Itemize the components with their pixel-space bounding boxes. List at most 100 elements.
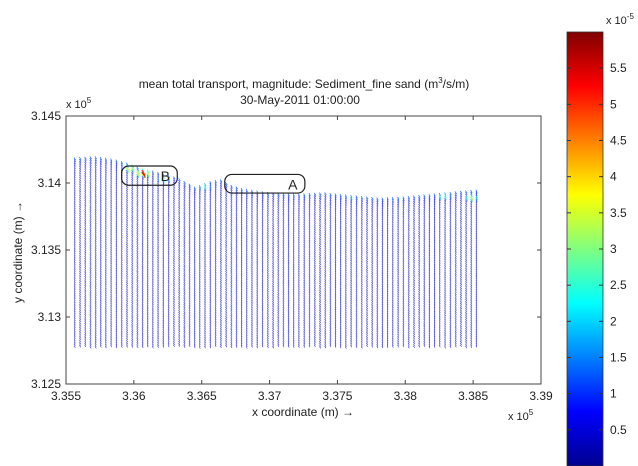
vector-arrow bbox=[193, 190, 196, 193]
vector-arrow bbox=[193, 235, 196, 238]
vector-arrow bbox=[94, 165, 97, 168]
vector-arrow bbox=[79, 195, 81, 198]
vector-arrow bbox=[105, 224, 107, 228]
vector-arrow bbox=[105, 315, 107, 318]
vector-arrow bbox=[79, 325, 81, 328]
vector-arrow bbox=[141, 295, 144, 298]
vector-arrow bbox=[183, 289, 186, 292]
vector-arrow bbox=[110, 286, 112, 290]
vector-arrow bbox=[162, 191, 165, 195]
vector-arrow bbox=[89, 311, 92, 315]
vector-arrow bbox=[173, 310, 175, 313]
vector-arrow bbox=[173, 230, 175, 233]
vector-arrow bbox=[141, 208, 144, 211]
vector-arrow bbox=[79, 242, 81, 245]
vector-arrow bbox=[141, 311, 144, 314]
vector-arrow bbox=[162, 298, 165, 301]
vector-arrow bbox=[178, 333, 181, 336]
vector-arrow bbox=[183, 253, 186, 256]
vector-arrow bbox=[167, 182, 170, 185]
vector-arrow bbox=[89, 206, 92, 210]
vector-arrow bbox=[120, 341, 123, 345]
vector-arrow bbox=[115, 233, 118, 237]
vector-arrow bbox=[99, 274, 102, 278]
vector-arrow bbox=[136, 233, 139, 236]
vector-arrow bbox=[167, 191, 170, 194]
vector-arrow bbox=[115, 222, 118, 226]
vector-arrow bbox=[126, 195, 128, 198]
vector-arrow bbox=[183, 331, 186, 334]
vector-arrow bbox=[173, 216, 175, 219]
vector-arrow bbox=[199, 197, 201, 201]
vector-arrow bbox=[120, 265, 123, 269]
vector-arrow bbox=[94, 346, 97, 349]
vector-arrow bbox=[94, 172, 97, 176]
vector-arrow bbox=[105, 217, 107, 220]
vector-arrow bbox=[188, 317, 191, 320]
vector-arrow bbox=[79, 216, 81, 220]
vector-arrow bbox=[105, 231, 107, 235]
vector-arrow bbox=[99, 209, 102, 212]
vector-arrow bbox=[141, 287, 144, 291]
vector-arrow bbox=[99, 260, 102, 263]
vector-arrow bbox=[105, 177, 107, 181]
vector-arrow bbox=[84, 276, 87, 279]
vector-arrow bbox=[199, 212, 201, 215]
vector-arrow bbox=[110, 270, 112, 274]
vector-arrow bbox=[146, 232, 149, 236]
vector-arrow bbox=[193, 332, 196, 336]
vector-arrow bbox=[188, 333, 191, 337]
vector-arrow bbox=[167, 292, 170, 295]
vector-arrow bbox=[146, 292, 149, 295]
vector-arrow bbox=[73, 302, 76, 305]
vector-arrow bbox=[115, 164, 118, 168]
vector-arrow bbox=[157, 173, 159, 177]
vector-arrow bbox=[84, 341, 87, 344]
vector-arrow bbox=[152, 313, 154, 316]
vector-arrow bbox=[136, 235, 139, 238]
vector-arrow bbox=[84, 203, 87, 206]
vector-arrow bbox=[199, 226, 201, 230]
vector-arrow bbox=[110, 239, 112, 243]
vector-arrow bbox=[136, 342, 139, 345]
vector-arrow bbox=[120, 180, 123, 184]
vector-arrow bbox=[141, 197, 144, 200]
vector-arrow bbox=[183, 316, 186, 319]
vector-arrow bbox=[110, 319, 112, 322]
vector-arrow bbox=[105, 338, 107, 342]
vector-arrow bbox=[110, 339, 112, 342]
vector-arrow bbox=[188, 223, 191, 226]
vector-arrow bbox=[146, 297, 149, 301]
vector-arrow bbox=[136, 266, 139, 269]
vector-arrow bbox=[105, 286, 107, 289]
vector-arrow bbox=[73, 242, 76, 245]
vector-arrow bbox=[141, 246, 144, 249]
vector-arrow bbox=[115, 271, 118, 275]
vector-arrow bbox=[188, 310, 191, 313]
vector-arrow bbox=[105, 309, 107, 313]
vector-arrow bbox=[131, 209, 134, 213]
vector-arrow bbox=[115, 289, 118, 293]
vector-arrow bbox=[162, 334, 165, 337]
vector-arrow bbox=[99, 169, 102, 173]
vector-arrow bbox=[94, 215, 97, 219]
vector-arrow bbox=[126, 303, 128, 306]
vector-arrow bbox=[79, 314, 81, 317]
vector-arrow bbox=[131, 207, 134, 211]
vector-arrow bbox=[178, 295, 181, 299]
vector-arrow bbox=[157, 193, 159, 197]
vector-arrow bbox=[99, 156, 102, 161]
vector-arrow bbox=[110, 274, 112, 277]
vector-arrow bbox=[126, 252, 128, 256]
vector-arrow bbox=[183, 222, 186, 225]
vector-arrow bbox=[152, 307, 154, 311]
vector-arrow bbox=[73, 260, 76, 263]
vector-arrow bbox=[178, 308, 181, 311]
vector-arrow bbox=[94, 174, 97, 177]
vector-arrow bbox=[94, 212, 97, 215]
vector-arrow bbox=[110, 229, 112, 232]
vector-arrow bbox=[167, 243, 170, 247]
vector-arrow bbox=[162, 299, 165, 303]
vector-arrow bbox=[193, 247, 196, 251]
vector-arrow bbox=[188, 194, 191, 198]
